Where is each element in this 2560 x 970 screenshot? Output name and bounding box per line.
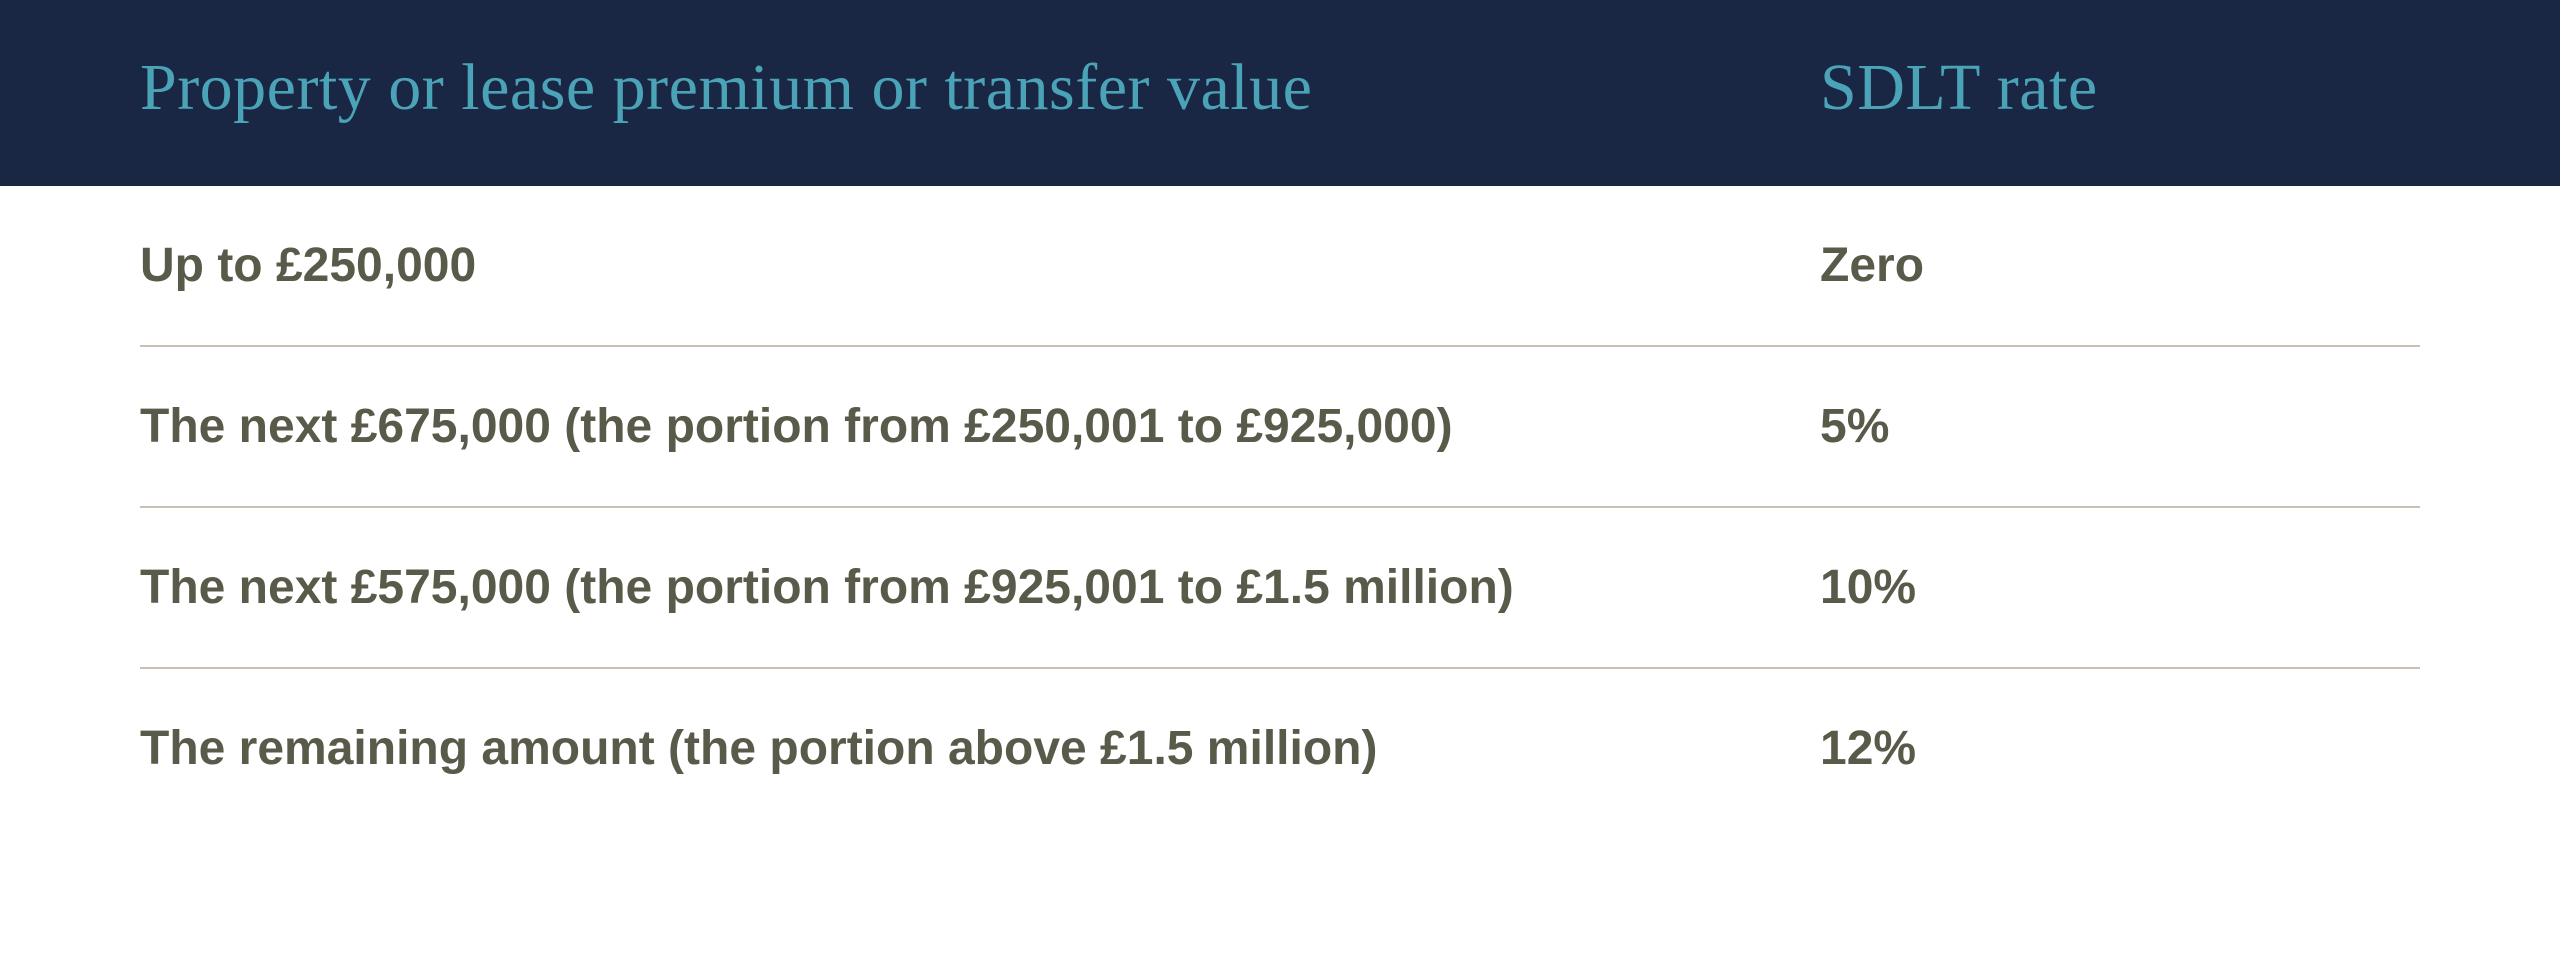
sdlt-rate-table: Property or lease premium or transfer va… [0,0,2560,970]
table-body: Up to £250,000 Zero The next £675,000 (t… [0,186,2560,828]
header-property-value: Property or lease premium or transfer va… [140,50,1740,126]
property-value-cell: The next £575,000 (the portion from £925… [140,560,1740,615]
table-row: The remaining amount (the portion above … [140,669,2420,828]
table-header-row: Property or lease premium or transfer va… [0,0,2560,186]
sdlt-rate-cell: Zero [1820,238,2420,293]
table-row: Up to £250,000 Zero [140,186,2420,347]
sdlt-rate-cell: 10% [1820,560,2420,615]
table-row: The next £675,000 (the portion from £250… [140,347,2420,508]
property-value-cell: The remaining amount (the portion above … [140,721,1740,776]
sdlt-rate-cell: 5% [1820,399,2420,454]
property-value-cell: The next £675,000 (the portion from £250… [140,399,1740,454]
header-sdlt-rate: SDLT rate [1820,50,2420,126]
table-row: The next £575,000 (the portion from £925… [140,508,2420,669]
sdlt-rate-cell: 12% [1820,721,2420,776]
property-value-cell: Up to £250,000 [140,238,1740,293]
